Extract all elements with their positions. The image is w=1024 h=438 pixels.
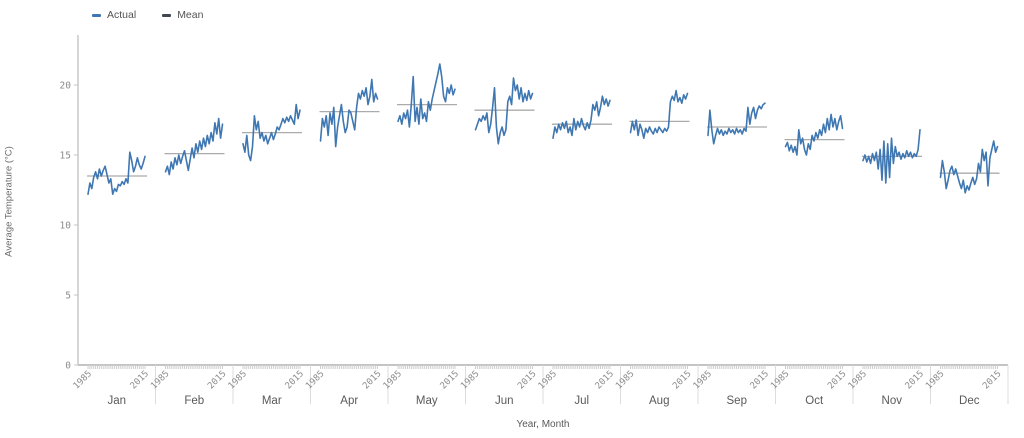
x-tick-label-start: 1985 bbox=[382, 369, 404, 391]
x-tick-label-start: 1985 bbox=[769, 369, 791, 391]
y-tick-label: 15 bbox=[60, 151, 71, 162]
x-tick-label-end: 2015 bbox=[594, 369, 616, 391]
legend-swatch-mean bbox=[162, 13, 172, 17]
year-ticks-may bbox=[397, 365, 456, 369]
x-tick-label-start: 1985 bbox=[227, 369, 249, 391]
x-tick-label-start: 1985 bbox=[459, 369, 481, 391]
y-tick-label: 5 bbox=[65, 291, 71, 302]
x-tick-label-end: 2015 bbox=[826, 369, 848, 391]
x-tick-label-end: 2015 bbox=[671, 369, 693, 391]
actual-line-sep[interactable] bbox=[707, 102, 766, 145]
year-ticks-dec bbox=[940, 365, 998, 369]
month-label-sep: Sep bbox=[727, 395, 747, 407]
actual-line-oct[interactable] bbox=[784, 113, 844, 156]
year-ticks-jan bbox=[87, 365, 146, 369]
month-label-jan: Jan bbox=[107, 395, 126, 407]
month-label-apr: Apr bbox=[340, 395, 358, 407]
actual-line-mar[interactable] bbox=[242, 103, 301, 162]
month-label-aug: Aug bbox=[649, 395, 669, 407]
x-tick-label-end: 2015 bbox=[981, 369, 1003, 391]
actual-line-jun[interactable] bbox=[474, 77, 534, 145]
x-tick-label-end: 2015 bbox=[361, 369, 383, 391]
actual-line-nov[interactable] bbox=[862, 129, 921, 184]
x-tick-label-end: 2015 bbox=[904, 369, 926, 391]
x-tick-label-start: 1985 bbox=[692, 369, 714, 391]
x-tick-label-end: 2015 bbox=[129, 369, 151, 391]
year-ticks-mar bbox=[242, 365, 301, 369]
x-tick-label-start: 1985 bbox=[614, 369, 636, 391]
actual-line-feb[interactable] bbox=[164, 117, 224, 176]
x-tick-label-start: 1985 bbox=[149, 369, 171, 391]
y-tick-label: 10 bbox=[60, 221, 72, 232]
year-ticks-jul bbox=[552, 365, 611, 369]
x-tick-label-start: 1985 bbox=[304, 369, 326, 391]
year-ticks-oct bbox=[785, 365, 843, 369]
x-axis-title: Year, Month bbox=[516, 419, 570, 430]
year-ticks-jun bbox=[475, 365, 533, 369]
x-tick-label-end: 2015 bbox=[206, 369, 228, 391]
x-tick-label-end: 2015 bbox=[439, 369, 461, 391]
y-axis-title: Average Temperature (°C) bbox=[3, 146, 15, 257]
x-tick-label-end: 2015 bbox=[516, 369, 538, 391]
month-label-jun: Jun bbox=[495, 395, 514, 407]
actual-line-jul[interactable] bbox=[552, 95, 611, 139]
month-label-feb: Feb bbox=[184, 395, 204, 407]
month-label-mar: Mar bbox=[262, 395, 282, 407]
actual-line-may[interactable] bbox=[397, 63, 456, 128]
legend-item-actual[interactable]: Actual bbox=[92, 9, 136, 21]
x-tick-label-start: 1985 bbox=[537, 369, 559, 391]
actual-line-apr[interactable] bbox=[319, 78, 379, 148]
legend-item-mean[interactable]: Mean bbox=[162, 9, 203, 21]
year-ticks-sep bbox=[707, 365, 766, 369]
actual-line-dec[interactable] bbox=[939, 140, 999, 194]
month-label-nov: Nov bbox=[882, 395, 903, 407]
actual-line-aug[interactable] bbox=[629, 89, 689, 139]
x-tick-label-end: 2015 bbox=[749, 369, 771, 391]
year-ticks-nov bbox=[862, 365, 921, 369]
year-ticks-feb bbox=[165, 365, 223, 369]
y-tick-label: 0 bbox=[65, 361, 71, 372]
legend-label-actual: Actual bbox=[107, 9, 137, 21]
month-label-jul: Jul bbox=[574, 395, 589, 407]
month-label-may: May bbox=[416, 395, 438, 407]
month-label-dec: Dec bbox=[959, 395, 980, 407]
legend-swatch-actual bbox=[92, 13, 101, 17]
y-tick-label: 20 bbox=[60, 81, 72, 92]
x-tick-label-end: 2015 bbox=[284, 369, 306, 391]
month-label-oct: Oct bbox=[805, 395, 824, 407]
legend-label-mean: Mean bbox=[177, 9, 204, 21]
x-tick-label-start: 1985 bbox=[924, 369, 946, 391]
actual-line-jan[interactable] bbox=[87, 151, 146, 195]
year-ticks-apr bbox=[320, 365, 378, 369]
chart-legend: Actual Mean bbox=[92, 9, 203, 21]
x-tick-label-start: 1985 bbox=[847, 369, 869, 391]
year-ticks-aug bbox=[630, 365, 688, 369]
x-tick-label-start: 1985 bbox=[72, 369, 94, 391]
